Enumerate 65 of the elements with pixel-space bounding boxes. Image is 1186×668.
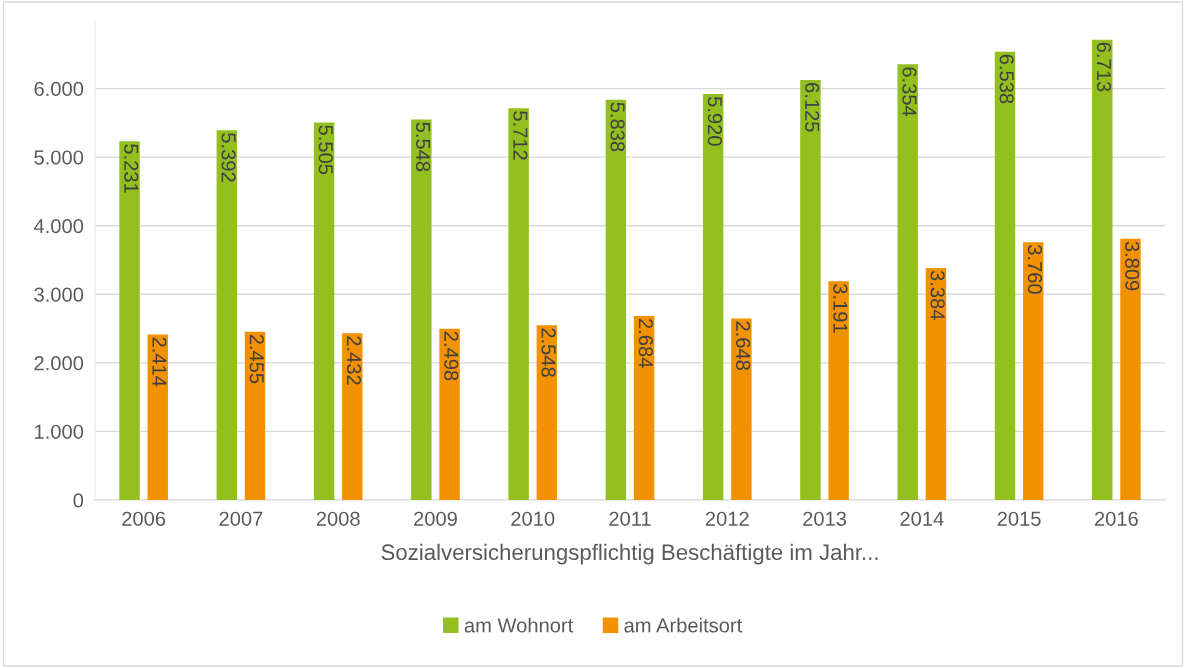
y-tick-label: 4.000 <box>33 218 84 234</box>
bar <box>536 325 558 500</box>
x-tick-label: 2013 <box>803 511 847 526</box>
bar <box>925 267 947 500</box>
data-label: 5.392 <box>221 133 236 182</box>
data-label: 2.648 <box>735 321 751 370</box>
data-label: 5.920 <box>707 96 723 146</box>
bar <box>1092 39 1113 500</box>
bar <box>244 331 266 500</box>
data-label: 6.354 <box>902 67 917 117</box>
bar <box>508 108 529 500</box>
bar <box>633 315 655 500</box>
data-label: 3.384 <box>930 270 945 320</box>
bar <box>216 130 238 500</box>
x-tick-label: 2007 <box>219 511 263 526</box>
bar <box>828 281 849 500</box>
bar <box>147 334 168 500</box>
bar <box>605 99 627 500</box>
data-label: 5.838 <box>610 102 625 152</box>
x-tick-label: 2016 <box>1094 511 1138 526</box>
bar <box>897 64 918 500</box>
y-tick-label: 1.000 <box>35 424 84 439</box>
data-label: 6.125 <box>805 83 820 132</box>
bar <box>731 318 752 500</box>
data-label: 2.684 <box>638 319 653 368</box>
data-label: 3.809 <box>1125 241 1140 291</box>
x-tick-label: 2009 <box>414 511 457 526</box>
data-label: 6.713 <box>1096 42 1112 92</box>
y-tick-label: 5.000 <box>34 150 84 165</box>
legend-label: am Wohnort <box>464 617 574 633</box>
legend-label: am Arbeitsort <box>624 617 743 633</box>
data-label: 5.231 <box>124 144 139 193</box>
y-tick-label: 6.000 <box>34 81 84 97</box>
data-label: 5.505 <box>318 125 333 175</box>
bar <box>994 51 1016 500</box>
bar <box>439 328 460 500</box>
data-label: 5.712 <box>513 111 528 160</box>
y-tick-label: 2.000 <box>34 356 84 371</box>
x-tick-label: 2010 <box>511 511 555 526</box>
bar <box>1022 242 1044 500</box>
x-tick-label: 2014 <box>900 511 944 526</box>
data-label: 2.432 <box>346 336 362 385</box>
data-label: 5.548 <box>415 122 431 172</box>
data-label: 2.455 <box>249 334 264 384</box>
data-label: 2.498 <box>444 331 459 381</box>
y-tick-label: 0 <box>73 493 84 508</box>
data-label: 3.191 <box>833 284 848 333</box>
bar <box>800 80 821 500</box>
x-tick-label: 2008 <box>316 511 360 526</box>
bar <box>411 119 432 500</box>
x-tick-label: 2012 <box>705 511 749 526</box>
bar <box>342 333 363 500</box>
data-label: 3.760 <box>1027 245 1043 294</box>
data-label: 2.414 <box>152 337 167 387</box>
bar <box>313 122 335 500</box>
bar <box>1120 238 1141 500</box>
data-label: 2.548 <box>541 328 556 377</box>
y-tick-label: 3.000 <box>34 287 84 302</box>
x-tick-label: 2015 <box>997 511 1041 526</box>
x-tick-label: 2011 <box>609 511 651 526</box>
x-tick-label: 2006 <box>122 511 166 526</box>
data-label: 6.538 <box>999 54 1014 104</box>
x-axis-title: Sozialversicherungspflichtig Beschäftigte im Jahr... <box>381 543 878 565</box>
bar <box>702 94 724 500</box>
bar <box>119 141 140 500</box>
